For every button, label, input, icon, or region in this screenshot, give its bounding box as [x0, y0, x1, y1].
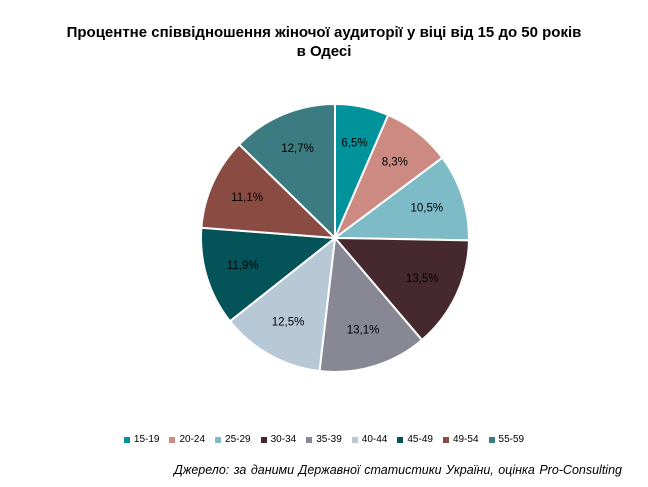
- chart-title-line-2: в Одесі: [296, 43, 352, 60]
- legend-swatch: [260, 436, 267, 443]
- legend-swatch: [169, 436, 176, 443]
- legend-item-20-24: 20-24: [169, 434, 205, 445]
- legend-item-45-49: 45-49: [397, 434, 433, 445]
- legend-swatch: [215, 436, 222, 443]
- legend-item-15-19: 15-19: [123, 434, 160, 445]
- pie-slice-35-39: [318, 235, 424, 373]
- slice-label-49-54: 11,1%: [231, 192, 263, 204]
- slice-label-45-49: 11,9%: [227, 260, 259, 272]
- slice-label-30-34: 13,5%: [406, 273, 439, 285]
- slice-label-35-39: 13,1%: [347, 324, 380, 336]
- legend-label: 40-44: [361, 434, 388, 445]
- pie-slice-55-59: [237, 102, 336, 241]
- legend-item-55-59: 55-59: [488, 434, 525, 445]
- legend-label: 49-54: [452, 434, 479, 445]
- legend-item-49-54: 49-54: [442, 434, 479, 445]
- legend-swatch: [306, 436, 313, 443]
- pie-slice-49-54: [200, 142, 338, 240]
- legend: 15-19 20-24 25-29 30-34 35-39 40-44 45-49 49-54…: [0, 434, 648, 445]
- legend-label: 45-49: [407, 434, 433, 445]
- slice-label-55-59: 12,7%: [281, 143, 314, 155]
- slice-label-40-44: 12,5%: [272, 316, 305, 328]
- legend-item-30-34: 30-34: [260, 434, 297, 445]
- legend-item-35-39: 35-39: [306, 434, 342, 445]
- legend-item-25-29: 25-29: [215, 434, 251, 445]
- legend-label: 15-19: [133, 434, 160, 445]
- legend-swatch: [442, 436, 449, 443]
- legend-item-40-44: 40-44: [351, 434, 388, 445]
- pie-slice-40-44: [228, 235, 337, 373]
- legend-swatch: [397, 436, 404, 443]
- legend-label: 20-24: [179, 434, 206, 445]
- slice-label-25-29: 10,5%: [411, 202, 444, 214]
- slice-label-15-19: 6,5%: [341, 138, 367, 150]
- legend-label: 35-39: [316, 434, 342, 445]
- legend-swatch: [488, 436, 495, 443]
- pie-slice-25-29: [332, 156, 470, 242]
- legend-label: 55-59: [498, 434, 525, 445]
- legend-label: 25-29: [225, 434, 251, 445]
- legend-swatch: [351, 436, 358, 443]
- source-note: Джерело: за даними Державної статистики …: [173, 463, 622, 477]
- legend-swatch: [123, 436, 130, 443]
- pie-slice-45-49: [200, 226, 338, 323]
- slice-label-20-24: 8,3%: [382, 156, 408, 168]
- pie-slice-30-34: [332, 236, 470, 342]
- chart-title: Процентне співвідношення жіночої аудитор…: [66, 24, 582, 41]
- legend-label: 30-34: [270, 434, 297, 445]
